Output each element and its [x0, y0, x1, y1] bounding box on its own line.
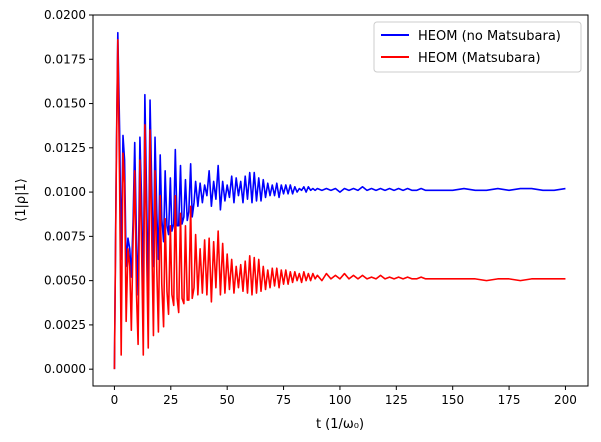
series-layer	[113, 31, 566, 370]
x-tick-label: 200	[554, 393, 577, 407]
series-line-matsubara	[113, 38, 566, 370]
x-tick-label: 0	[111, 393, 119, 407]
legend-label-matsubara: HEOM (Matsubara)	[418, 51, 541, 66]
x-tick-label: 75	[276, 393, 291, 407]
y-tick-label: 0.0125	[44, 141, 86, 155]
plot-frame	[92, 14, 589, 387]
y-tick-label: 0.0200	[44, 8, 86, 22]
legend-label-no-matsubara: HEOM (no Matsubara)	[418, 29, 561, 44]
x-tick-label: 100	[328, 393, 351, 407]
y-tick-label: 0.0175	[44, 52, 86, 66]
y-tick-label: 0.0000	[44, 362, 86, 376]
y-tick-label: 0.0075	[44, 229, 86, 243]
x-tick-label: 50	[220, 393, 235, 407]
x-axis-ticks: 0 25 50 75 100 125 150 175 200	[111, 386, 577, 407]
x-axis-label: t (1/ω₀)	[316, 417, 364, 432]
x-tick-label: 175	[498, 393, 521, 407]
legend: HEOM (no Matsubara) HEOM (Matsubara)	[373, 21, 582, 73]
x-tick-label: 150	[441, 393, 464, 407]
y-tick-label: 0.0025	[44, 318, 86, 332]
y-axis-label: ⟨1|ρ|1⟩	[14, 178, 29, 222]
y-tick-label: 0.0050	[44, 274, 86, 288]
x-tick-label: 125	[385, 393, 408, 407]
y-tick-label: 0.0150	[44, 97, 86, 111]
y-tick-label: 0.0100	[44, 185, 86, 199]
legend-box	[373, 21, 582, 73]
y-axis-ticks: 0.0000 0.0025 0.0050 0.0075 0.0100 0.0125 0.01…	[44, 8, 93, 376]
x-tick-label: 25	[163, 393, 178, 407]
